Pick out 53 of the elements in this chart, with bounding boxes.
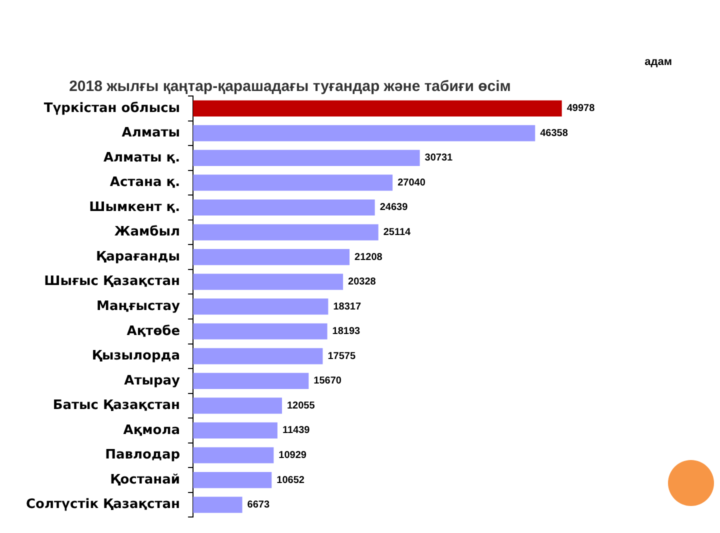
bar (193, 125, 536, 142)
bar (193, 224, 378, 240)
bar (193, 496, 242, 513)
y-tick-label: Ақмола (123, 422, 180, 438)
bar (193, 372, 309, 389)
text: адам (644, 56, 672, 68)
data-label: 11439 (282, 425, 310, 436)
data-label: 20328 (348, 276, 376, 288)
data-label: 24639 (380, 202, 408, 214)
data-label: 10929 (278, 450, 307, 462)
y-tick-label: Қарағанды (96, 249, 180, 264)
bar (193, 174, 393, 191)
data-label: 18317 (333, 301, 362, 312)
chart-title: 2018 жылғы қаңтар-қарашадағы туғандар және табиғи өсім (69, 78, 511, 96)
bar (193, 348, 323, 364)
y-tick-label: Астана қ. (110, 175, 180, 190)
bar (193, 298, 328, 315)
y-tick-label: Солтүстік Қазақстан (26, 497, 180, 512)
y-tick-label: Жамбыл (114, 224, 180, 240)
bar (193, 150, 420, 166)
data-label: 6673 (247, 500, 270, 511)
bar (193, 398, 282, 414)
y-tick-label: Түркістан облысы (44, 100, 180, 116)
y-tick-label: Алматы (122, 126, 180, 141)
bar (193, 323, 328, 340)
y-tick-label: Маңғыстау (96, 298, 181, 314)
bar (193, 248, 350, 266)
y-tick-label: Шығыс Қазақстан (44, 274, 180, 290)
bar (193, 199, 375, 216)
y-tick-label: Атырау (124, 373, 181, 388)
data-label: 30731 (424, 152, 454, 164)
data-label: 18193 (332, 326, 361, 338)
bar (193, 472, 272, 488)
data-label: 25114 (383, 227, 412, 238)
y-tick-label: Қостанай (110, 472, 180, 488)
data-label: 17575 (328, 350, 356, 362)
y-tick-label: Қызылорда (92, 348, 180, 364)
data-label: 27040 (398, 177, 426, 188)
bar (193, 274, 344, 290)
data-label: 12055 (286, 400, 316, 412)
y-tick-label: Батыс Қазақстан (52, 398, 180, 414)
bar (193, 447, 274, 464)
data-label: 10652 (276, 474, 305, 486)
data-label: 49978 (566, 103, 596, 114)
bar (193, 422, 278, 439)
bar (193, 100, 562, 116)
y-tick-label: Ақтөбе (126, 324, 180, 339)
y-tick-label: Шымкент қ. (89, 200, 180, 215)
data-label: 46358 (540, 128, 568, 139)
y-tick-label: Алматы қ. (103, 150, 180, 166)
data-label: 15670 (314, 376, 342, 387)
data-label: 21208 (354, 252, 383, 263)
y-tick-label: Павлодар (105, 448, 180, 463)
